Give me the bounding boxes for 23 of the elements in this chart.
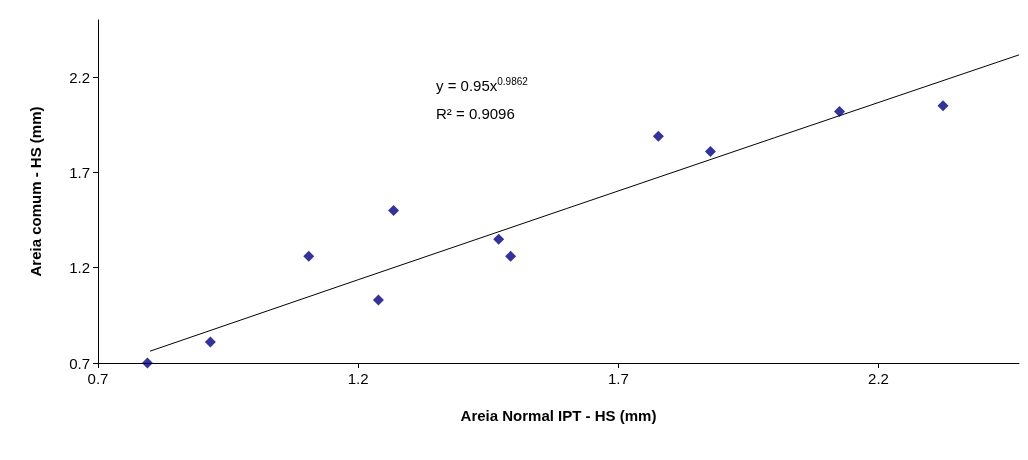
point [493,233,505,245]
point [704,145,716,157]
x-axis-title: Areia Normal IPT - HS (mm) [460,407,657,424]
point [388,205,400,217]
y-tick-label: 1.7 [69,163,90,181]
point [372,294,384,306]
x-tick-label: 1.7 [607,370,629,387]
x-tick-label: 1.2 [347,370,369,387]
point [652,130,664,142]
y-tick-label: 1.2 [69,259,90,277]
point [937,100,949,112]
point [303,250,315,262]
point [505,250,517,262]
y-tick-label: 2.2 [69,68,90,86]
y-axis-title: Areia comum - HS (mm) [27,106,44,277]
line-series [149,54,1020,352]
x-tick-label: 2.2 [868,370,889,387]
point [204,336,216,348]
y-tick-label: 0.7 [69,354,90,372]
point [141,357,153,369]
point [833,105,845,117]
x-tick-label: 0.7 [87,370,109,387]
annotation: R² = 0.9096 [436,105,515,122]
